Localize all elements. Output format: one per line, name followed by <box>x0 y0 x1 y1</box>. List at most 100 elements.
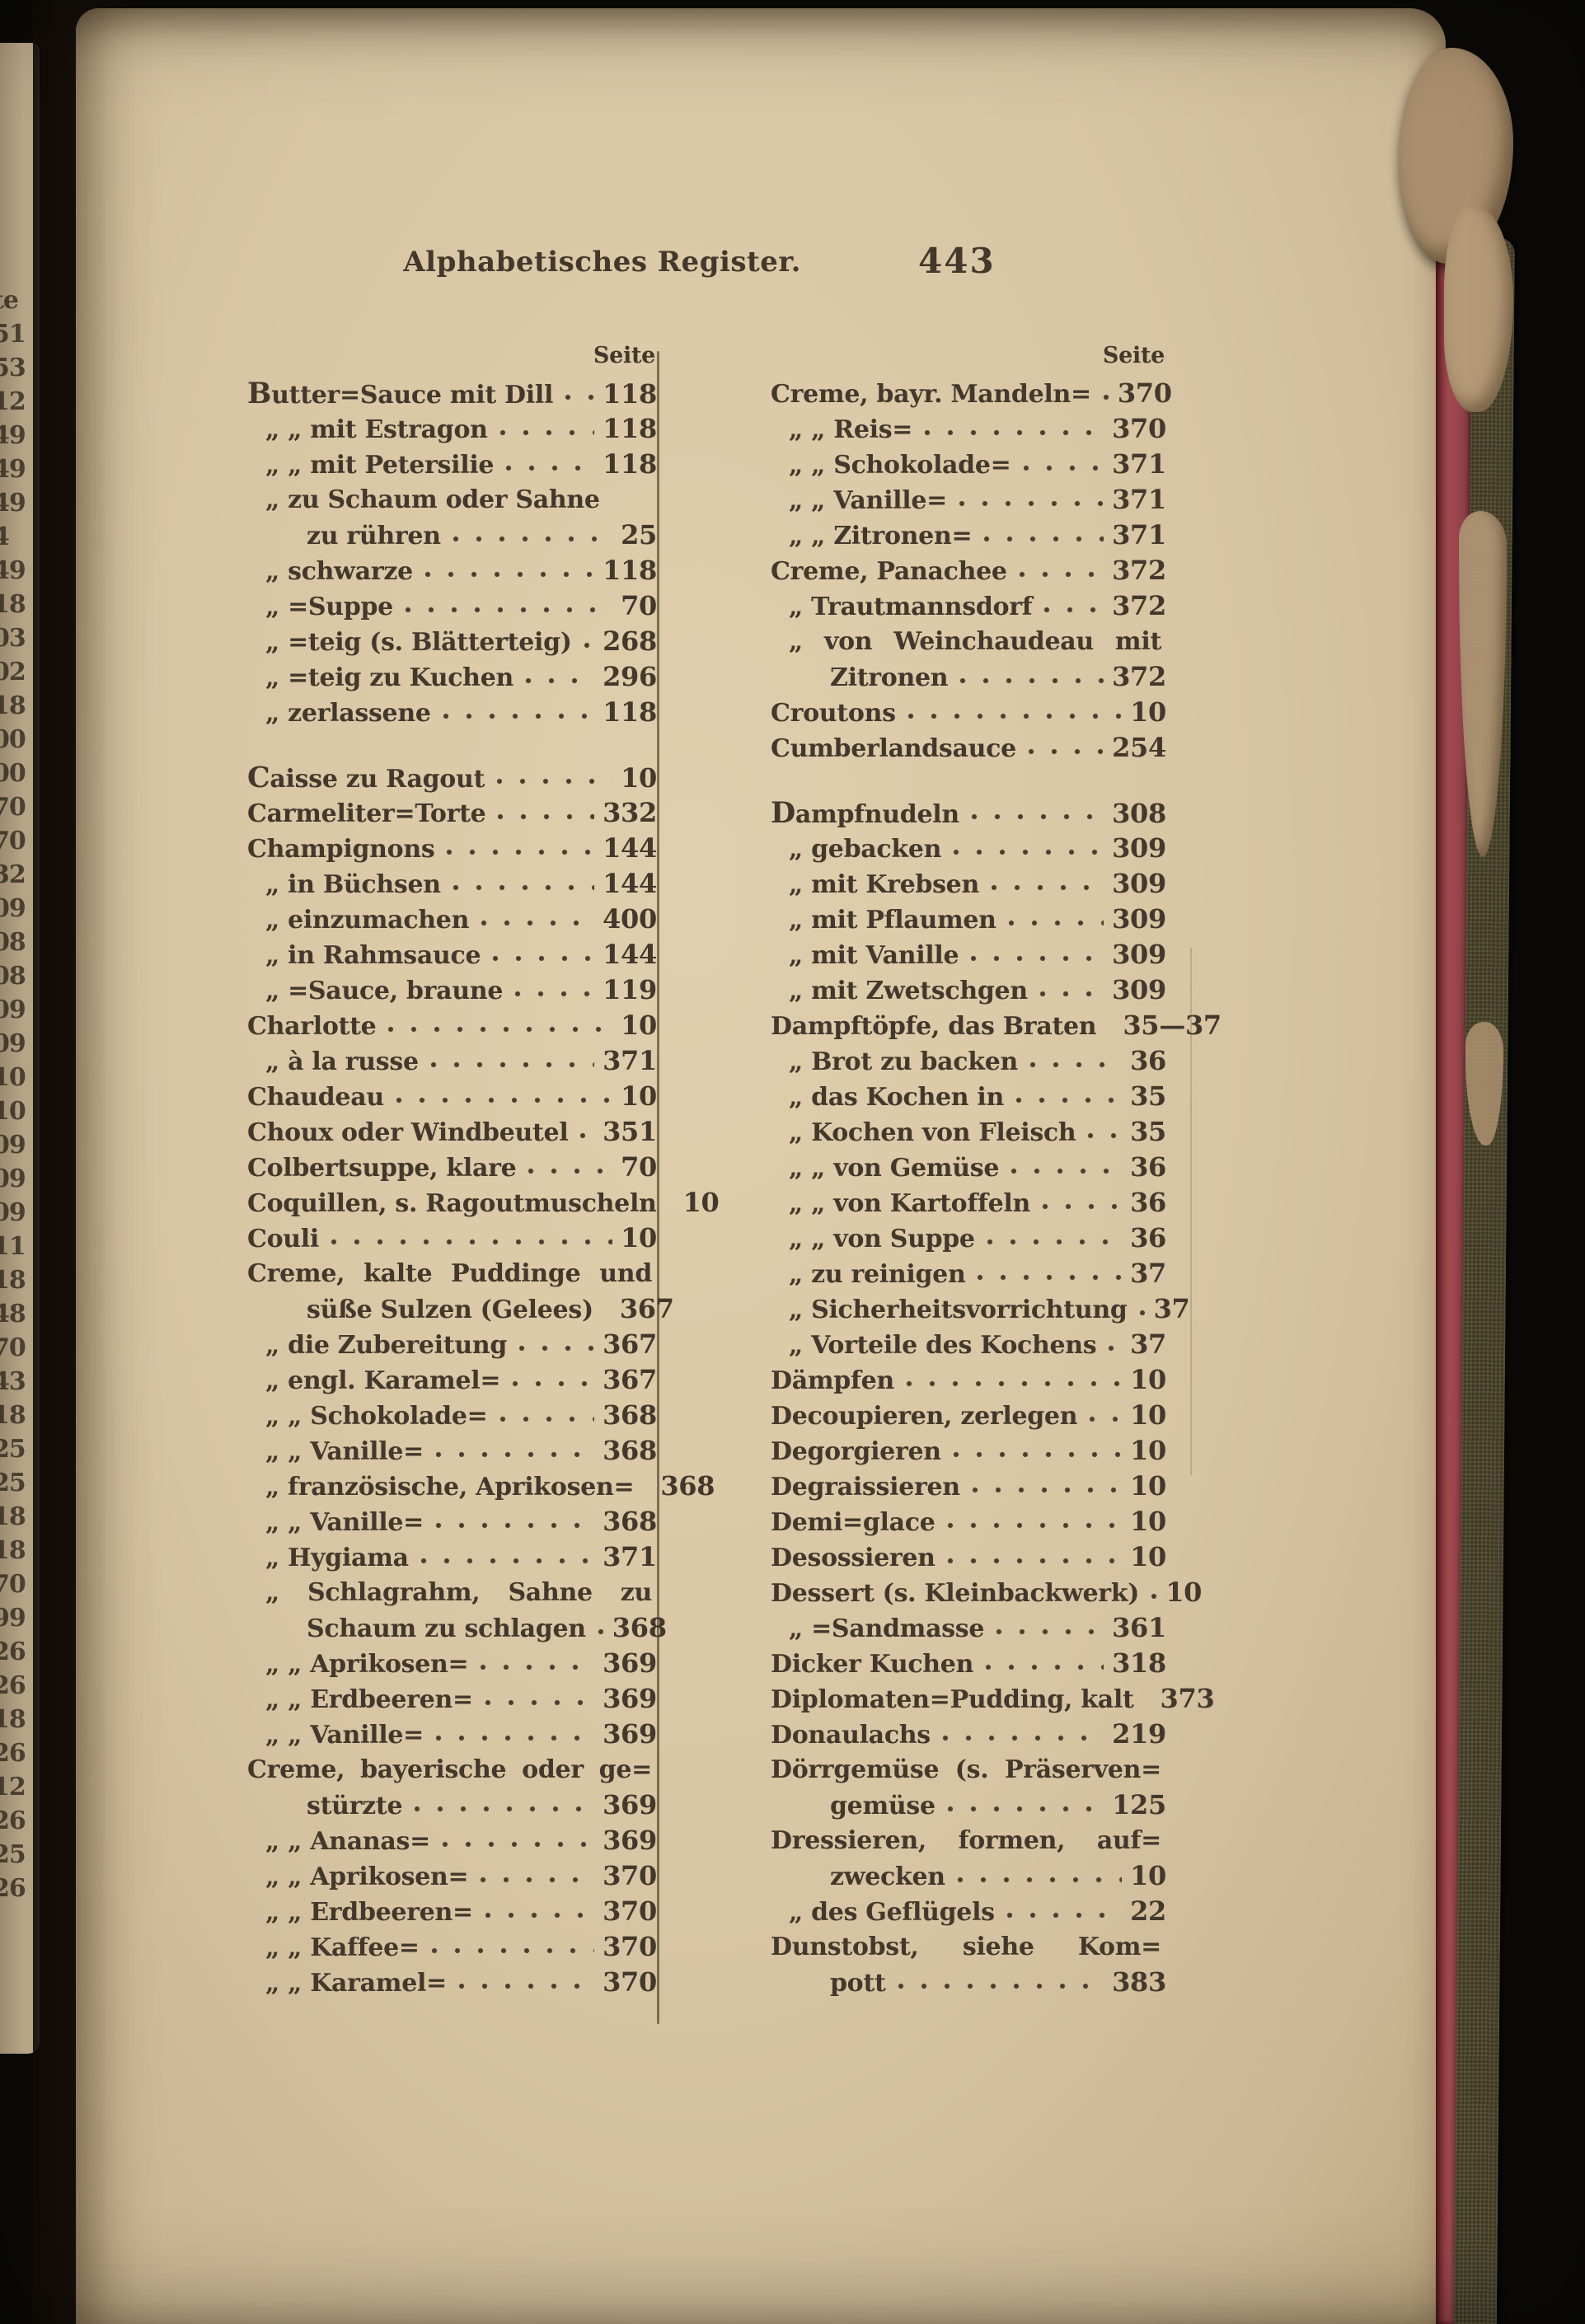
entry-page-number: 10 <box>621 1010 657 1041</box>
entry-text: Decoupieren, zerlegen <box>771 1402 1078 1431</box>
dot-leader <box>435 1717 595 1752</box>
dot-leader <box>1007 902 1104 937</box>
edge-number-fragment: 03 <box>0 624 26 653</box>
entry-text: „ =teig zu Kuchen <box>265 663 513 692</box>
index-entry-row: „ Brot zu backen 36 <box>771 1043 1166 1079</box>
index-entry-row: Degraissieren 10 <box>771 1469 1166 1504</box>
index-entry-row: „ Hygiama 371 <box>247 1539 657 1575</box>
column-header-seite-left: Seite <box>593 343 655 368</box>
entry-page-number: 37 <box>1130 1258 1166 1289</box>
index-entry-row: „ französische, Aprikosen= 368 <box>247 1469 715 1504</box>
edge-number-fragment: 32 <box>0 860 26 889</box>
entry-page-number: 369 <box>603 1825 657 1856</box>
entry-page-number: 383 <box>1112 1966 1166 1998</box>
entry-text: „ „ Reis= <box>789 415 913 444</box>
index-entry-row: Dampfnudeln 308 <box>771 795 1166 831</box>
edge-number-fragment: 43 <box>0 1367 26 1396</box>
index-entry-row: „ à la russe 371 <box>247 1043 657 1079</box>
entry-text: Charlotte <box>247 1012 377 1041</box>
dot-leader <box>387 1008 613 1043</box>
dot-leader <box>1138 1291 1146 1327</box>
dot-leader <box>518 1327 595 1362</box>
dot-leader <box>983 518 1104 553</box>
edge-number-fragment: 02 <box>0 658 26 686</box>
entry-text: Dämpfen <box>771 1366 894 1395</box>
entry-page-number: 144 <box>603 832 657 864</box>
entry-page-number: 25 <box>621 519 657 551</box>
dot-leader <box>481 902 595 937</box>
entry-text: „ mit Krebsen <box>789 870 979 899</box>
entry-page-number: 309 <box>1112 903 1166 935</box>
index-entry-row: Schaum zu schlagen 368 <box>247 1610 667 1646</box>
entry-page-number: 351 <box>603 1116 657 1147</box>
dot-leader <box>907 695 1123 730</box>
edge-number-fragment: 18 <box>0 1401 26 1430</box>
entry-text: „ „ Karamel= <box>265 1969 447 1998</box>
dot-leader <box>499 411 595 447</box>
entry-text: Coquillen, s. Ragoutmuscheln <box>247 1189 657 1218</box>
entry-page-number: 10 <box>1130 1364 1166 1395</box>
entry-text: „ zu Schaum oder Sahne <box>265 485 600 514</box>
dot-leader <box>420 1539 595 1575</box>
edge-number-fragment: 08 <box>0 928 26 957</box>
index-entry-row: Diplomaten=Pudding, kalt 373 <box>771 1681 1215 1717</box>
edge-number-fragment: 25 <box>0 1469 26 1497</box>
index-entry-row: Creme, bayr. Mandeln= 370 <box>771 376 1172 411</box>
dot-leader <box>492 937 595 972</box>
entry-page-number: 10 <box>621 762 657 794</box>
entry-text: zwecken <box>830 1862 945 1891</box>
index-entry-row: „ =Suppe 70 <box>247 588 657 624</box>
index-entry-row: „ mit Vanille 309 <box>771 937 1166 972</box>
index-entry-row: „ „ Erdbeeren= 369 <box>247 1681 657 1717</box>
dot-leader <box>480 1646 595 1681</box>
entry-text: „ „ mit Petersilie <box>265 451 495 480</box>
entry-text: „ Kochen von Fleisch <box>789 1118 1076 1147</box>
dot-leader <box>1108 1008 1114 1043</box>
entry-page-number: 371 <box>1112 519 1166 551</box>
entry-page-number: 118 <box>603 555 657 586</box>
edge-number-fragment: 53 <box>0 354 26 382</box>
edge-number-fragment: 51 <box>0 320 26 349</box>
entry-page-number: 118 <box>603 378 657 410</box>
entry-text: „ Hygiama <box>265 1544 409 1572</box>
index-entry-row: zu rühren 25 <box>247 518 657 553</box>
entry-page-number: 372 <box>1112 555 1166 586</box>
edge-number-fragment: 26 <box>0 1739 26 1768</box>
dot-leader <box>970 795 1104 831</box>
index-entry-row: Carmeliter=Torte 332 <box>247 795 657 831</box>
index-entry-row: Creme, Panachee 372 <box>771 553 1166 588</box>
edge-number-fragment: 49 <box>0 421 26 450</box>
page-title-text: Alphabetisches Register. <box>403 246 801 279</box>
dot-leader <box>514 972 595 1008</box>
index-entry-row: „ „ Vanille= 371 <box>771 482 1166 518</box>
dot-leader <box>1011 1150 1123 1185</box>
entry-text: „ von Weinchaudeau mit <box>789 627 1161 656</box>
entry-page-number: 371 <box>603 1541 657 1572</box>
entry-page-number: 367 <box>619 1293 674 1324</box>
entry-text: Desossieren <box>771 1544 936 1572</box>
entry-text: „ „ Vanille= <box>265 1508 424 1537</box>
entry-page-number: 36 <box>1130 1151 1166 1183</box>
dot-leader <box>424 553 595 588</box>
entry-page-number: 309 <box>1112 974 1166 1005</box>
entry-page-number: 219 <box>1112 1718 1166 1750</box>
dot-leader <box>395 1079 613 1114</box>
dot-leader <box>645 1469 652 1504</box>
entry-text: Dicker Kuchen <box>771 1650 974 1679</box>
index-entry-row: „ von Weinchaudeau mit <box>771 624 1166 659</box>
entry-text: zu rühren <box>307 522 441 551</box>
dot-leader <box>1029 1043 1123 1079</box>
entry-text: Caisse zu Ragout <box>247 761 485 794</box>
index-entry-row: Desossieren 10 <box>771 1539 1166 1575</box>
entry-page-number: 70 <box>621 1151 657 1183</box>
dot-leader <box>605 1291 612 1327</box>
index-entry-row: „ engl. Karamel= 367 <box>247 1362 657 1398</box>
entry-text: „ die Zubereitung <box>265 1331 508 1360</box>
index-entry-row: „ „ mit Petersilie 118 <box>247 447 657 482</box>
entry-text: „ „ Vanille= <box>265 1437 424 1466</box>
entry-page-number: 36 <box>1130 1187 1166 1218</box>
index-entry-row: „ „ Zitronen= 371 <box>771 518 1166 553</box>
dot-leader <box>528 1150 613 1185</box>
entry-text: „ das Kochen in <box>789 1083 1005 1112</box>
